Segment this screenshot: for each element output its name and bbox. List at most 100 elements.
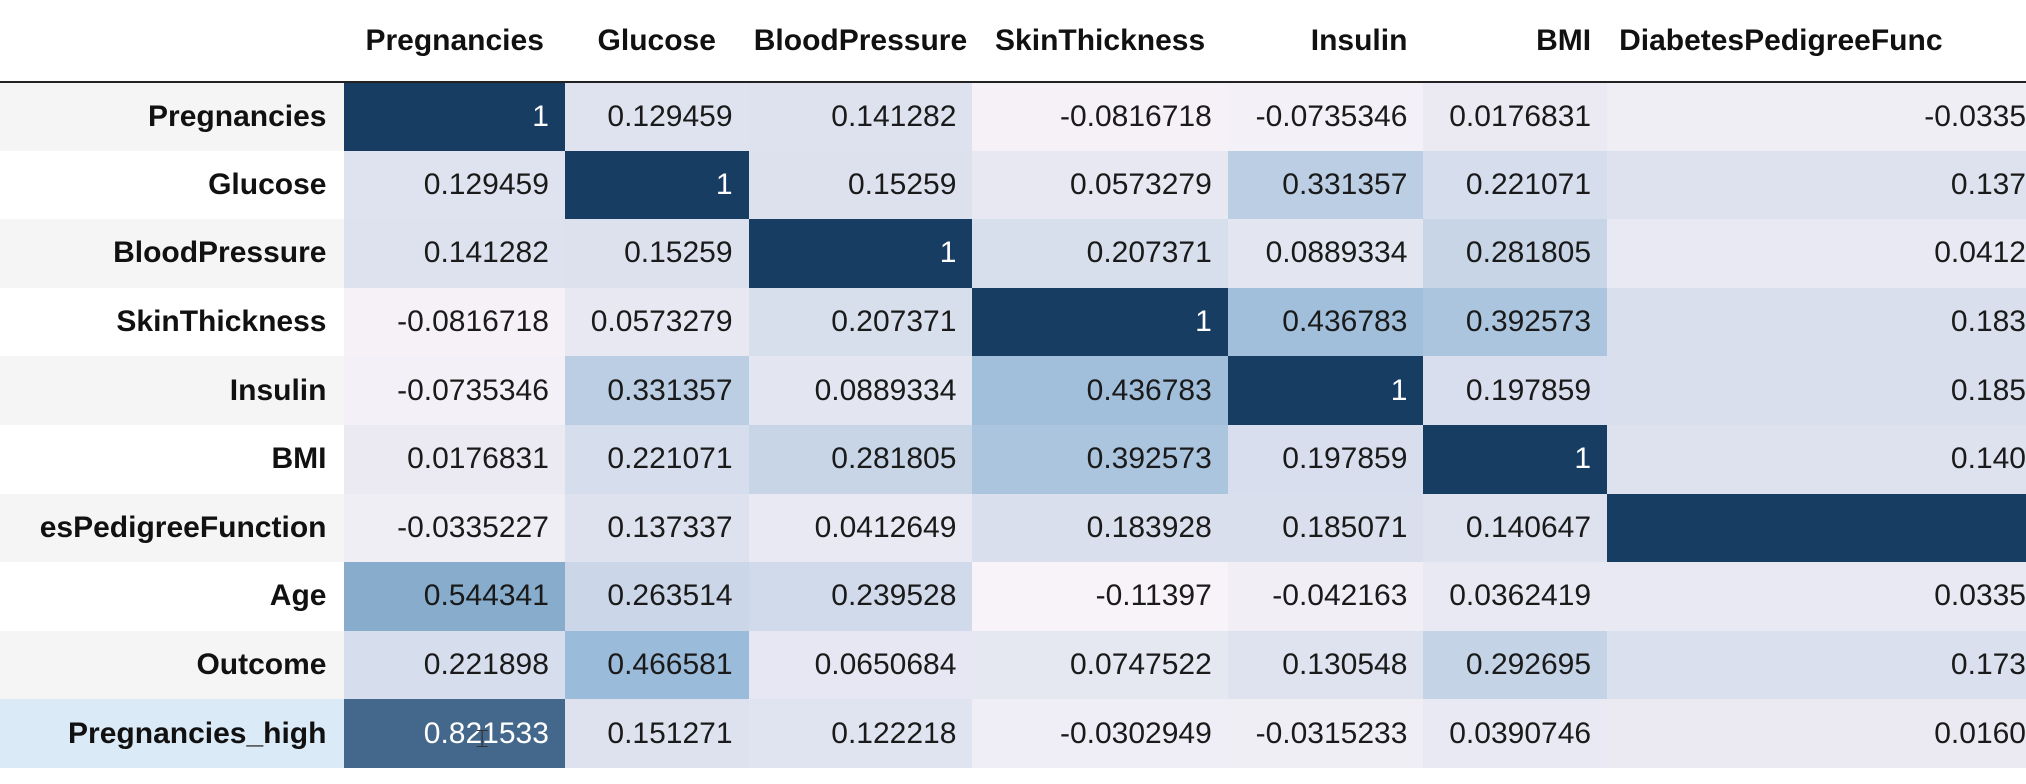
table-cell[interactable]: -0.0315233 [1227,699,1424,768]
table-cell[interactable]: 0.436783 [1227,287,1424,357]
table-row[interactable]: Age 0.544341 0.263514 0.239528 -0.11397 -0.04… [0,562,2026,631]
row-header[interactable]: BloodPressure [0,219,345,288]
table-cell[interactable]: 0.0390746 [1423,699,1608,768]
table-cell[interactable]: 0.0176831 [1423,82,1608,151]
table-row[interactable]: Pregnancies 1 0.129459 0.141282 -0.0816718 -0… [0,82,2026,151]
table-cell[interactable]: 0.137337 [564,493,749,563]
table-cell[interactable]: 0.392573 [1423,287,1608,357]
table-cell[interactable]: 0.0573279 [972,150,1228,220]
table-cell[interactable]: -0.0735346 [344,356,565,425]
table-cell[interactable]: -0.0302949 [972,699,1228,768]
table-cell[interactable]: 0.221071 [1423,150,1608,220]
table-cell[interactable]: 1 [1227,356,1424,425]
table-cell[interactable]: 0.263514 [564,562,749,631]
table-cell[interactable]: 1 [1423,424,1608,494]
table-cell[interactable]: -0.0816718 [344,287,565,357]
table-cell[interactable]: -0.0335 [1607,82,2026,151]
table-cell[interactable]: 0.197859 [1227,424,1424,494]
table-cell[interactable]: 0.0573279 [564,287,749,357]
table-cell[interactable]: 0.281805 [1423,219,1608,288]
row-header[interactable]: Outcome [0,630,345,700]
table-body: Pregnancies 1 0.129459 0.141282 -0.0816718 -0… [0,82,2026,768]
table-cell[interactable]: 0.122218 [748,699,973,768]
table-cell[interactable]: 0.15259 [564,219,749,288]
table-cell[interactable]: 0.0747522 [972,630,1228,700]
table-cell[interactable]: 0.140 [1607,424,2026,494]
row-header[interactable]: Pregnancies_high [0,699,345,768]
table-cell[interactable]: 0.0889334 [1227,219,1424,288]
table-cell[interactable]: 0.0889334 [748,356,973,425]
table-cell[interactable]: 0.466581 [564,630,749,700]
table-cell[interactable]: 0.331357 [1227,150,1424,220]
row-header[interactable]: Pregnancies [0,82,345,151]
table-row[interactable]: SkinThickness -0.0816718 0.0573279 0.207371… [0,287,2026,357]
table-cell[interactable]: 0.821533 [344,699,565,768]
table-cell[interactable]: 0.185 [1607,356,2026,425]
row-header[interactable]: esPedigreeFunction [0,493,345,563]
table-cell[interactable]: 0.140647 [1423,493,1608,563]
table-cell[interactable]: 1 [344,82,565,151]
table-cell[interactable]: 0.0650684 [748,630,973,700]
table-cell[interactable]: 0.173 [1607,630,2026,700]
table-row[interactable]: esPedigreeFunction -0.0335227 0.137337 0.04… [0,493,2026,563]
table-cell[interactable]: -0.11397 [972,562,1228,631]
column-header[interactable]: BMI [1423,0,1608,83]
table-cell[interactable]: 1 [748,219,973,288]
table-cell[interactable]: 0.0412 [1607,219,2026,288]
table-cell[interactable]: 0.292695 [1423,630,1608,700]
table-cell[interactable]: -0.0816718 [972,82,1228,151]
table-row[interactable]: Pregnancies_high 0.821533 0.151271 0.122218… [0,699,2026,768]
table-cell[interactable]: 0.185071 [1227,493,1424,563]
table-cell[interactable]: 0.207371 [748,287,973,357]
table-cell[interactable]: 0.221898 [344,630,565,700]
table-cell[interactable]: 0.0176831 [344,424,565,494]
table-row[interactable]: BloodPressure 0.141282 0.15259 1 0.207371 0.0… [0,219,2026,288]
row-header[interactable]: Age [0,562,345,631]
table-cell[interactable]: 0.221071 [564,424,749,494]
table-cell[interactable]: 0.0335 [1607,562,2026,631]
table-cell[interactable]: 1 [972,287,1228,357]
table-cell[interactable]: 0.129459 [344,150,565,220]
column-header[interactable]: Pregnancies [344,0,565,83]
column-header[interactable]: SkinThickness [972,0,1228,83]
table-cell[interactable]: -0.042163 [1227,562,1424,631]
table-row[interactable]: BMI 0.0176831 0.221071 0.281805 0.392573 0.19… [0,424,2026,494]
table-cell[interactable]: 0.207371 [972,219,1228,288]
table-cell[interactable]: 0.197859 [1423,356,1608,425]
table-cell[interactable]: 0.151271 [564,699,749,768]
table-cell[interactable]: 0.129459 [564,82,749,151]
table-cell[interactable]: 0.436783 [972,356,1228,425]
row-header[interactable]: SkinThickness [0,287,345,357]
row-header[interactable]: BMI [0,424,345,494]
row-header[interactable]: Glucose [0,150,345,220]
table-cell[interactable]: 0.239528 [748,562,973,631]
table-cell[interactable]: 0.392573 [972,424,1228,494]
column-header[interactable]: Insulin [1227,0,1424,83]
table-cell[interactable]: -0.0735346 [1227,82,1424,151]
column-header[interactable]: Glucose [564,0,749,83]
table-row[interactable]: Insulin -0.0735346 0.331357 0.0889334 0.4367… [0,356,2026,425]
column-header-row: Pregnancies Glucose BloodPressure SkinTh… [0,0,2026,83]
table-cell[interactable]: 0.331357 [564,356,749,425]
table-cell[interactable]: 0.130548 [1227,630,1424,700]
table-cell[interactable]: 0.141282 [344,219,565,288]
table-cell[interactable] [1607,493,2026,563]
table-cell[interactable]: 0.183 [1607,287,2026,357]
table-cell[interactable]: 0.0412649 [748,493,973,563]
table-cell[interactable]: 0.137 [1607,150,2026,220]
column-header[interactable]: DiabetesPedigreeFunc [1607,0,2026,83]
table-cell[interactable]: -0.0335227 [344,493,565,563]
table-row[interactable]: Outcome 0.221898 0.466581 0.0650684 0.074752… [0,630,2026,700]
table-cell[interactable]: 0.141282 [748,82,973,151]
column-header[interactable]: BloodPressure [748,0,973,83]
row-header[interactable]: Insulin [0,356,345,425]
table-row[interactable]: Glucose 0.129459 1 0.15259 0.0573279 0.331357… [0,150,2026,220]
table-cell[interactable]: 0.0362419 [1423,562,1608,631]
table-cell[interactable]: 0.15259 [748,150,973,220]
table-cell[interactable]: 0.183928 [972,493,1228,563]
table-cell[interactable]: 0.281805 [748,424,973,494]
table-cell[interactable]: 0.544341 [344,562,565,631]
table-cell[interactable]: 1 [564,150,749,220]
table-cell[interactable]: 0.0160 [1607,699,2026,768]
